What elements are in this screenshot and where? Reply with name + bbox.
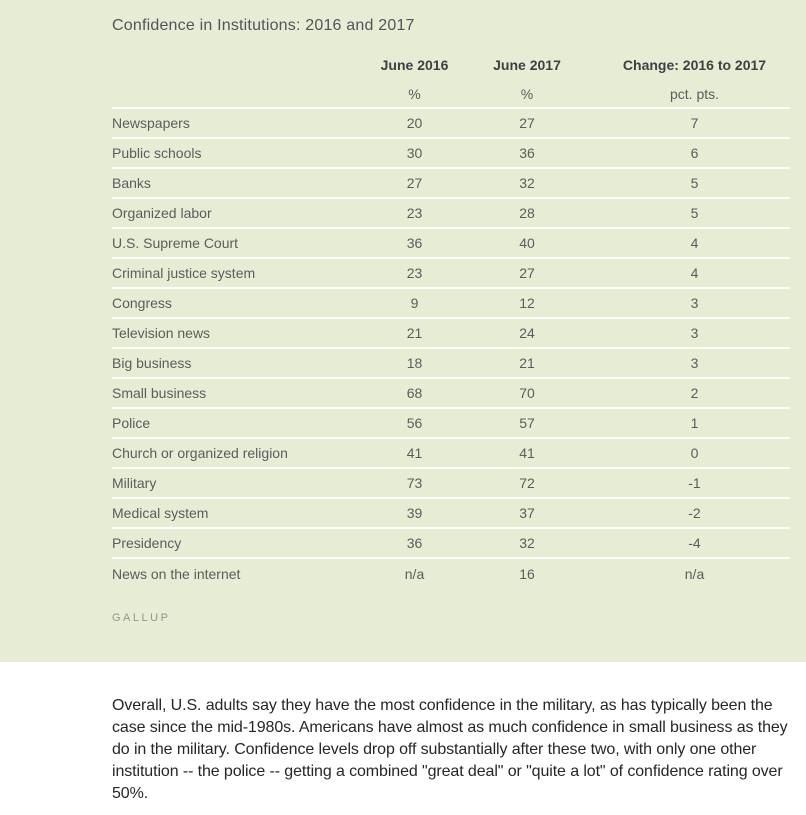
unit-june-2017: %	[520, 85, 534, 102]
cell-june-2016: 20	[352, 107, 477, 138]
cell-june-2017: 70	[477, 377, 577, 408]
cell-change: -1	[577, 467, 790, 498]
cell-change: -2	[577, 497, 790, 528]
table-card: Confidence in Institutions: 2016 and 201…	[0, 0, 806, 662]
cell-june-2016: n/a	[352, 557, 477, 588]
column-header-june-2017: June 2017	[493, 57, 561, 73]
cell-june-2016: 23	[352, 257, 477, 288]
cell-june-2017: 41	[477, 437, 577, 468]
cell-june-2017: 32	[477, 527, 577, 558]
header-row: June 2016 June 2017 Change: 2016 to 2017	[112, 50, 790, 80]
cell-change: 3	[577, 287, 790, 318]
units-row: % % pct. pts.	[112, 80, 790, 108]
row-label: Police	[112, 407, 352, 438]
row-label: Congress	[112, 287, 352, 318]
cell-june-2017: 37	[477, 497, 577, 528]
table-row: Small business 68 70 2	[112, 377, 790, 408]
cell-change: 6	[577, 137, 790, 168]
unit-change: pct. pts.	[669, 85, 720, 102]
cell-june-2017: 72	[477, 467, 577, 498]
header-spacer	[112, 50, 352, 80]
table-row: Public schools 30 36 6	[112, 137, 790, 168]
row-label: Small business	[112, 377, 352, 408]
cell-june-2016: 41	[352, 437, 477, 468]
table-header: June 2016 June 2017 Change: 2016 to 2017…	[112, 50, 790, 108]
table-row: Organized labor 23 28 5	[112, 197, 790, 228]
column-header-change: Change: 2016 to 2017	[622, 57, 767, 73]
cell-change: -4	[577, 527, 790, 558]
row-label: Military	[112, 467, 352, 498]
cell-june-2017: 28	[477, 197, 577, 228]
cell-june-2016: 21	[352, 317, 477, 348]
cell-june-2017: 40	[477, 227, 577, 258]
cell-june-2017: 16	[477, 557, 577, 588]
cell-change: 0	[577, 437, 790, 468]
data-table: June 2016 June 2017 Change: 2016 to 2017…	[112, 50, 790, 588]
cell-june-2017: 24	[477, 317, 577, 348]
table-row: Police 56 57 1	[112, 407, 790, 438]
card-content: Confidence in Institutions: 2016 and 201…	[112, 17, 790, 624]
cell-june-2016: 9	[352, 287, 477, 318]
row-label: Criminal justice system	[112, 257, 352, 288]
source-label: GALLUP	[112, 612, 171, 624]
cell-june-2017: 12	[477, 287, 577, 318]
cell-change: 7	[577, 107, 790, 138]
table-row: Criminal justice system 23 27 4	[112, 257, 790, 288]
row-label: Banks	[112, 167, 352, 198]
table-row: Big business 18 21 3	[112, 347, 790, 378]
unit-spacer	[112, 80, 352, 108]
column-header-june-2016: June 2016	[380, 57, 449, 73]
cell-change: 2	[577, 377, 790, 408]
cell-change: 5	[577, 167, 790, 198]
row-label: Presidency	[112, 527, 352, 558]
cell-change: 4	[577, 257, 790, 288]
cell-june-2016: 30	[352, 137, 477, 168]
table-row: U.S. Supreme Court 36 40 4	[112, 227, 790, 258]
row-label: News on the internet	[112, 557, 352, 588]
cell-change: 4	[577, 227, 790, 258]
cell-change: 3	[577, 317, 790, 348]
cell-june-2016: 18	[352, 347, 477, 378]
row-label: Church or organized religion	[112, 437, 352, 468]
row-label: Public schools	[112, 137, 352, 168]
cell-june-2016: 27	[352, 167, 477, 198]
row-label: Medical system	[112, 497, 352, 528]
cell-june-2016: 36	[352, 527, 477, 558]
unit-june-2016: %	[408, 85, 421, 102]
cell-june-2016: 23	[352, 197, 477, 228]
cell-june-2017: 32	[477, 167, 577, 198]
table-row: Church or organized religion 41 41 0	[112, 437, 790, 468]
table-row: Banks 27 32 5	[112, 167, 790, 198]
table-row: Television news 21 24 3	[112, 317, 790, 348]
cell-june-2017: 27	[477, 257, 577, 288]
cell-june-2017: 57	[477, 407, 577, 438]
cell-june-2017: 21	[477, 347, 577, 378]
cell-change: n/a	[577, 557, 790, 588]
cell-june-2016: 68	[352, 377, 477, 408]
article-paragraph: Overall, U.S. adults say they have the m…	[112, 697, 788, 802]
cell-june-2016: 73	[352, 467, 477, 498]
cell-change: 3	[577, 347, 790, 378]
table-row: Newspapers 20 27 7	[112, 107, 790, 138]
cell-change: 1	[577, 407, 790, 438]
page-title: Confidence in Institutions: 2016 and 201…	[112, 17, 415, 34]
cell-june-2016: 36	[352, 227, 477, 258]
row-label: Television news	[112, 317, 352, 348]
row-label: Newspapers	[112, 107, 352, 138]
cell-june-2016: 39	[352, 497, 477, 528]
cell-june-2017: 27	[477, 107, 577, 138]
cell-june-2016: 56	[352, 407, 477, 438]
row-label: U.S. Supreme Court	[112, 227, 352, 258]
row-label: Organized labor	[112, 197, 352, 228]
table-body: Newspapers 20 27 7 Public schools 30 36 …	[112, 107, 790, 588]
cell-change: 5	[577, 197, 790, 228]
cell-june-2017: 36	[477, 137, 577, 168]
row-label: Big business	[112, 347, 352, 378]
table-row: Military 73 72 -1	[112, 467, 790, 498]
table-row: Presidency 36 32 -4	[112, 527, 790, 558]
table-row: Medical system 39 37 -2	[112, 497, 790, 528]
table-row: News on the internet n/a 16 n/a	[112, 557, 790, 588]
table-row: Congress 9 12 3	[112, 287, 790, 318]
